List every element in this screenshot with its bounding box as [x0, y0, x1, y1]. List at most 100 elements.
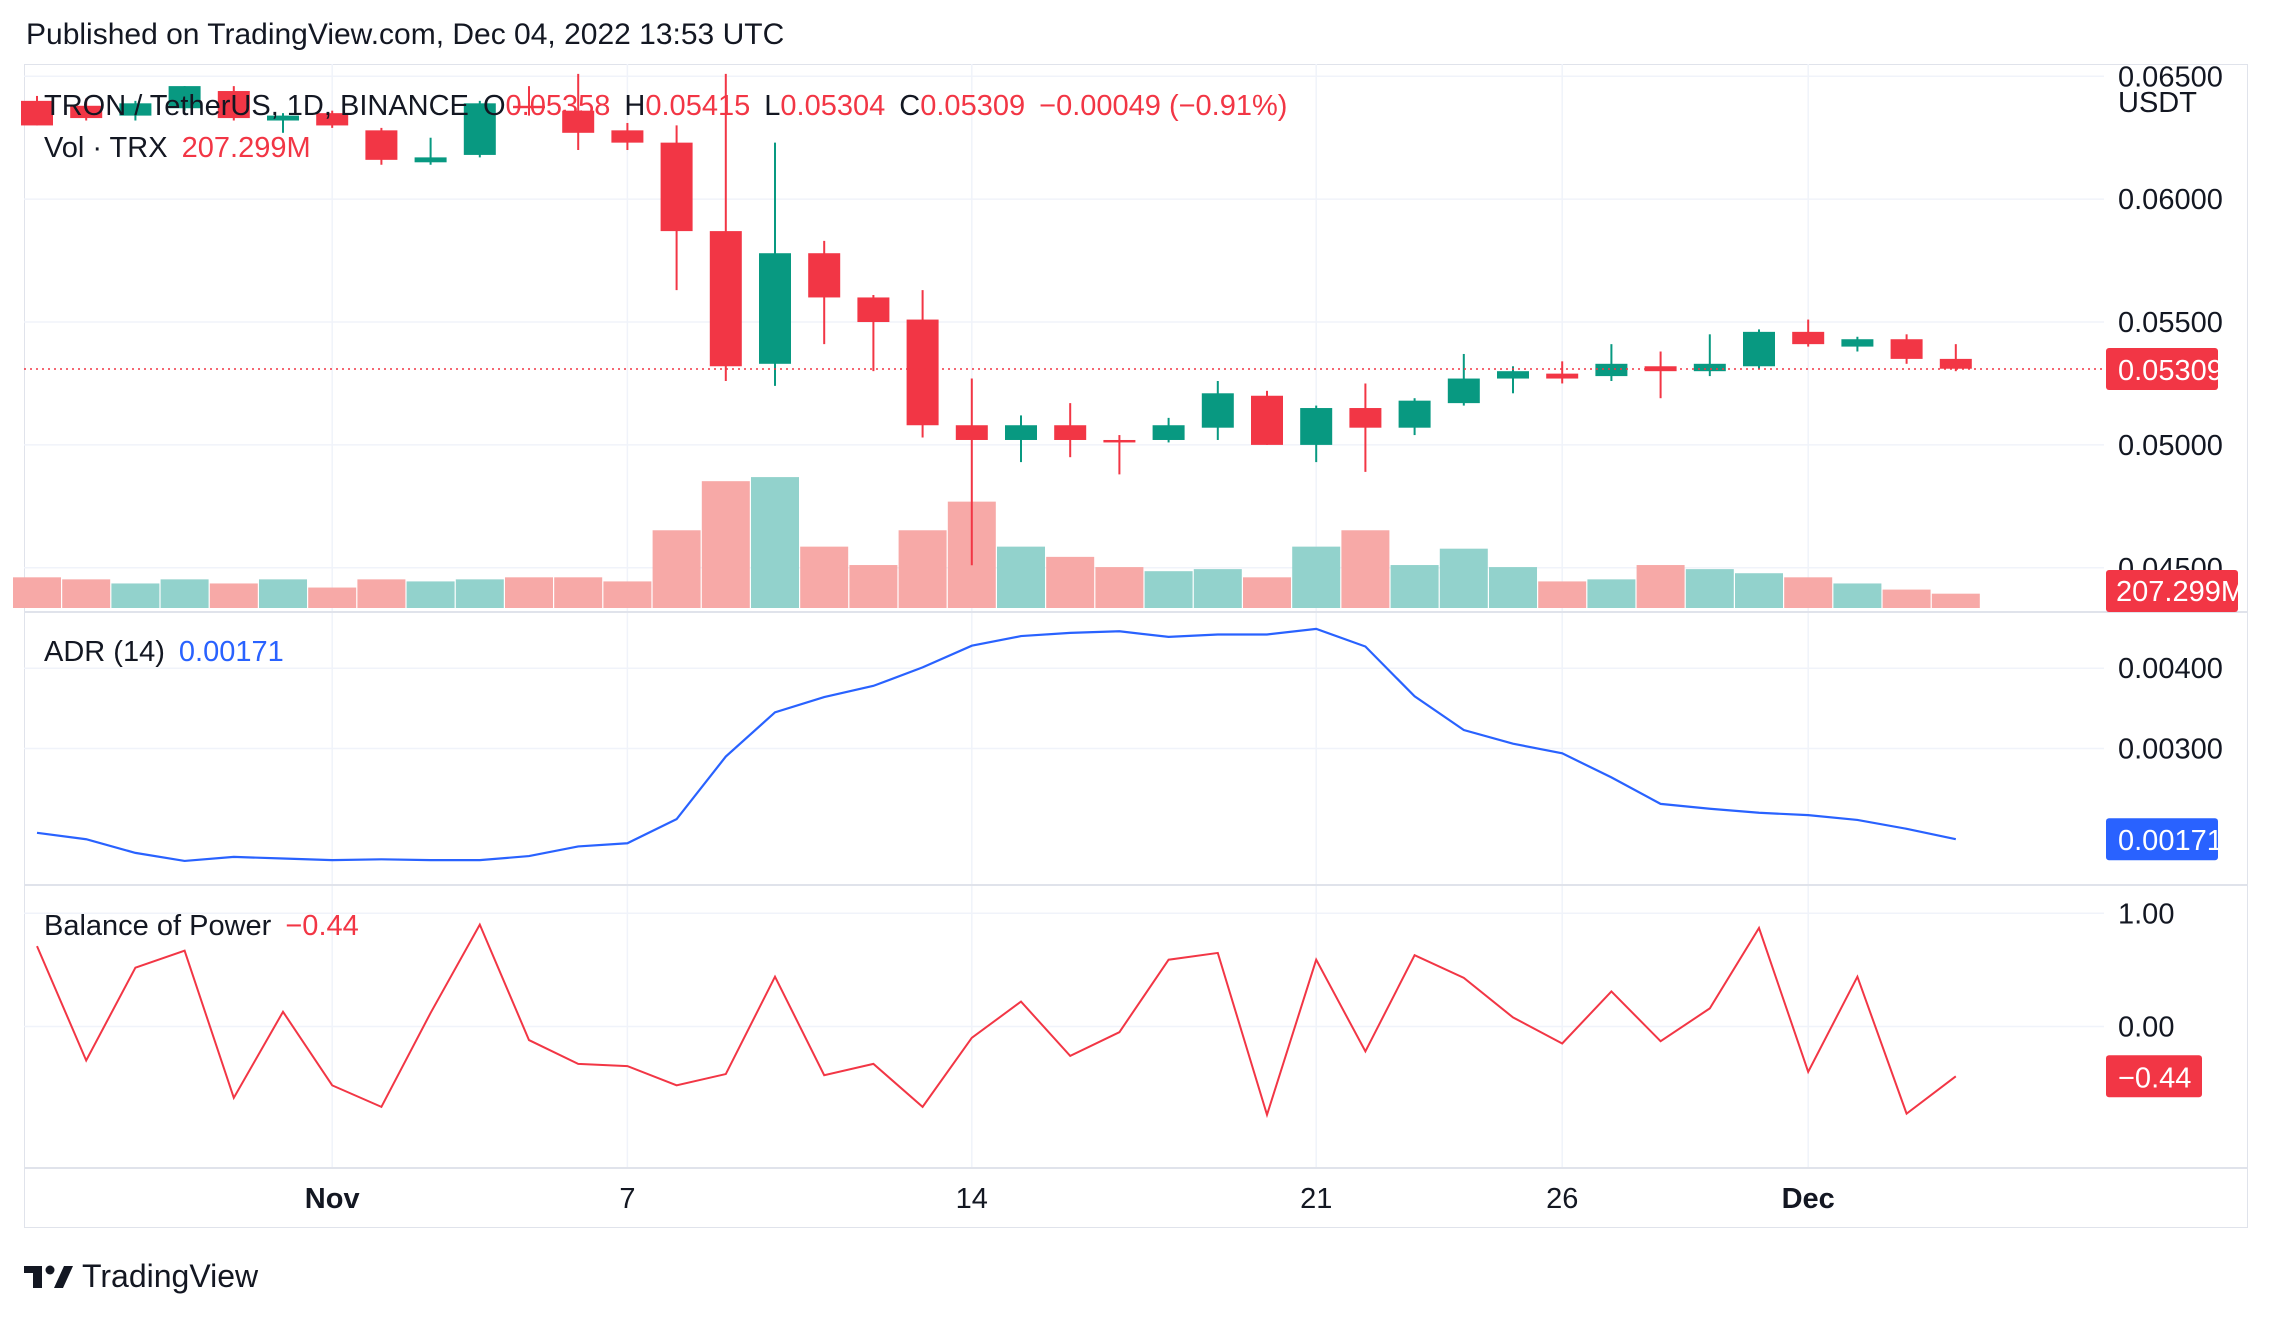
candle-body: [611, 130, 644, 143]
chart-frame[interactable]: [24, 64, 2248, 1228]
candle-body: [1595, 363, 1628, 377]
bop-axis-label: 1.00: [2118, 898, 2174, 930]
volume-bar: [997, 546, 1045, 608]
candle-body: [562, 110, 595, 133]
last-price-badge: [2106, 347, 2218, 390]
price-axis-label: 0.05000: [2118, 430, 2223, 462]
volume-bar: [1931, 593, 1980, 608]
candle-body: [1201, 393, 1234, 428]
main-legend: TRON / TetherUS, 1D, BINANCE O0.05358 H0…: [44, 90, 1293, 123]
adr-line: [36, 627, 1957, 863]
candle-body: [1152, 425, 1185, 440]
candle-body: [1349, 408, 1382, 428]
open-label: O: [482, 90, 506, 122]
volume-badge-text: 207.299M: [2116, 576, 2245, 608]
adr-legend: ADR (14) 0.00171: [44, 636, 290, 669]
price-axis-label: 0.06500: [2118, 61, 2223, 93]
price-axis-label: 0.05500: [2118, 307, 2223, 339]
volume-bar: [652, 530, 701, 608]
volume-bar: [701, 481, 750, 608]
volume-bar: [455, 579, 504, 608]
volume-bar: [1784, 577, 1833, 608]
candle-body: [1693, 363, 1726, 372]
volume-bar: [1390, 565, 1439, 608]
time-axis-label: 7: [619, 1183, 635, 1215]
candle-body: [709, 231, 742, 367]
candle-body: [1005, 425, 1037, 440]
volume-bar: [1636, 565, 1685, 608]
low-label: L: [764, 90, 781, 122]
time-axis-label: 14: [956, 1183, 988, 1215]
symbol-label[interactable]: TRON / TetherUS, 1D, BINANCE: [44, 90, 469, 122]
volume-bar: [259, 579, 307, 608]
candle-body: [21, 100, 53, 126]
axis-mask: [2108, 118, 2246, 134]
volume-bar: [1882, 589, 1931, 608]
volume-bar: [849, 565, 898, 608]
candle-body: [759, 253, 791, 364]
volume-bar: [1587, 579, 1636, 608]
candle-body: [1103, 439, 1136, 443]
volume-bar: [1341, 530, 1390, 608]
candle-body: [463, 103, 496, 155]
candle-body: [1743, 331, 1775, 367]
volume-bar: [1685, 569, 1734, 608]
adr-label[interactable]: ADR (14): [44, 636, 165, 668]
volume-bar: [1439, 548, 1488, 608]
candle-body: [1300, 408, 1333, 445]
volume-bar: [1193, 569, 1242, 608]
high-value: 0.05415: [645, 90, 751, 122]
volume-bar: [13, 577, 61, 608]
volume-bar: [1833, 583, 1882, 608]
time-axis-label: Nov: [305, 1183, 360, 1215]
candle-body: [660, 142, 693, 232]
volume-bar: [603, 581, 652, 608]
open-value: 0.05358: [505, 90, 611, 122]
volume-bar: [1489, 567, 1537, 608]
volume-bar: [406, 581, 455, 608]
bop-value: −0.44: [285, 910, 359, 942]
low-value: 0.05304: [780, 90, 886, 122]
volume-bar: [1046, 556, 1095, 608]
candle-body: [906, 319, 939, 426]
candle-body: [1890, 339, 1923, 359]
candle-body: [168, 86, 201, 109]
candle-body: [1398, 400, 1431, 428]
candle-body: [217, 91, 250, 119]
adr-axis-label: 0.00400: [2118, 653, 2223, 685]
price-axis-label: 0.06000: [2118, 184, 2223, 216]
currency-label: USDT: [2118, 87, 2197, 119]
candle-body: [1054, 425, 1087, 440]
footer-brand[interactable]: TradingView: [24, 1258, 258, 1295]
volume-label[interactable]: Vol · TRX: [44, 132, 168, 164]
candle-body: [119, 103, 152, 116]
adr-axis-label: 0.00300: [2118, 734, 2223, 766]
volume-bar: [505, 577, 553, 608]
bop-axis-label: 0.00: [2118, 1012, 2174, 1044]
candle-body: [316, 113, 349, 126]
volume-bar: [1538, 581, 1587, 608]
candle-body: [365, 130, 398, 160]
published-label: Published on TradingView.com, Dec 04, 20…: [26, 18, 785, 51]
volume-badge: [2106, 570, 2238, 612]
candle-body: [1792, 331, 1825, 345]
time-axis-label: 21: [1300, 1183, 1332, 1215]
candle-body: [857, 297, 890, 323]
volume-bar: [357, 579, 406, 608]
volume-bar: [898, 530, 947, 608]
bop-label[interactable]: Balance of Power: [44, 910, 272, 942]
high-label: H: [624, 90, 646, 122]
volume-legend: Vol · TRX 207.299M: [44, 132, 317, 165]
close-value: 0.05309: [920, 90, 1026, 122]
adr-value: 0.00171: [178, 636, 284, 668]
candle-body: [955, 425, 988, 440]
volume-bar: [1144, 571, 1193, 608]
candle-body: [1644, 366, 1677, 372]
bop-line: [36, 922, 1957, 1119]
volume-bar: [1095, 567, 1144, 608]
candle-body: [1939, 358, 1972, 369]
volume-bar: [111, 583, 160, 608]
bop-last-badge-text: −0.44: [2118, 1062, 2191, 1094]
change-value: −0.00049 (−0.91%): [1039, 90, 1288, 122]
